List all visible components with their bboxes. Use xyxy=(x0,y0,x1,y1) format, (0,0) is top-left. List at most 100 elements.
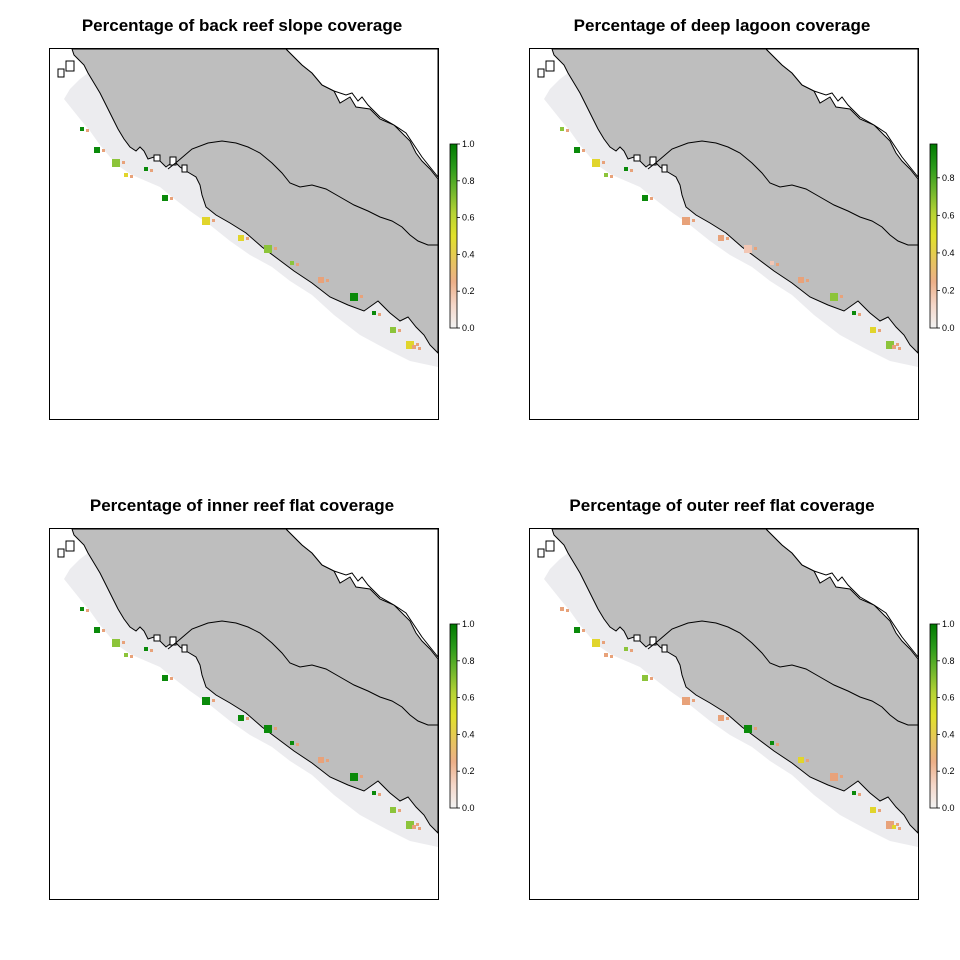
legend-tick-label: 0.2 xyxy=(942,766,955,776)
legend-tick-label: 0.0 xyxy=(462,323,475,333)
legend-bar xyxy=(449,623,458,809)
coverage-cell xyxy=(840,775,843,778)
coverage-cell xyxy=(130,175,133,178)
coverage-cell xyxy=(274,727,277,730)
coverage-cell xyxy=(610,175,613,178)
coast-inlet xyxy=(537,68,545,78)
reef-zone xyxy=(544,73,918,367)
coverage-cell xyxy=(602,641,605,644)
coverage-cell xyxy=(212,699,215,702)
map-panel-deep-lagoon: Percentage of deep lagoon coverage 0.0 0.… xyxy=(480,0,960,480)
legend-tick-label: 0.6 xyxy=(942,210,955,220)
boundary-line xyxy=(167,140,438,246)
boundary-line xyxy=(647,140,918,246)
coast-inlet xyxy=(661,644,668,653)
coast-inlet xyxy=(57,548,65,558)
coverage-cell xyxy=(412,345,416,349)
coverage-cell xyxy=(418,827,421,830)
legend-tick-label: 0.2 xyxy=(462,286,475,296)
landmass xyxy=(71,529,438,834)
coverage-map xyxy=(57,49,438,367)
coverage-cell xyxy=(80,127,84,131)
coverage-cell xyxy=(238,715,244,721)
coverage-cell xyxy=(754,727,757,730)
coverage-cell xyxy=(390,807,396,813)
landmass xyxy=(551,49,918,354)
coverage-cell xyxy=(86,129,89,132)
legend-tick-label: 0.4 xyxy=(942,248,955,258)
reef-zone xyxy=(64,553,438,847)
coverage-cell xyxy=(416,343,419,346)
coverage-cell xyxy=(566,609,569,612)
landmass xyxy=(71,49,438,354)
coast-inlet xyxy=(65,540,75,552)
map-frame xyxy=(49,48,439,420)
coverage-cell xyxy=(776,743,779,746)
open-sea xyxy=(765,529,918,658)
coverage-cell xyxy=(886,821,894,829)
coverage-cell xyxy=(770,261,774,265)
coverage-cell xyxy=(744,725,752,733)
coverage-cell xyxy=(624,167,628,171)
coverage-cell xyxy=(326,279,329,282)
coast-inlet xyxy=(65,60,75,72)
legend-tick-label: 0.4 xyxy=(942,729,955,739)
coverage-cell xyxy=(144,647,148,651)
coverage-cell xyxy=(582,629,585,632)
coverage-cell xyxy=(290,261,294,265)
map-panel-outer-reef-flat: Percentage of outer reef flat coverage 0… xyxy=(480,480,960,960)
coverage-cell xyxy=(264,245,272,253)
coverage-cell xyxy=(806,279,809,282)
coverage-cell xyxy=(630,649,633,652)
coast-inlet xyxy=(57,68,65,78)
legend-tick-label: 0.2 xyxy=(942,285,955,295)
coverage-cell xyxy=(326,759,329,762)
coverage-cell xyxy=(360,295,363,298)
coverage-cell xyxy=(886,341,894,349)
color-legend: 0.0 0.2 0.4 0.6 0.8 1.0 xyxy=(449,139,490,333)
coverage-cell xyxy=(852,791,856,795)
coverage-cell xyxy=(852,311,856,315)
legend-tick-label: 1.0 xyxy=(462,139,475,149)
coverage-cell xyxy=(150,169,153,172)
coverage-cell xyxy=(406,341,414,349)
coverage-cell xyxy=(604,653,608,657)
coast-inlet xyxy=(181,164,188,173)
coverage-cell xyxy=(592,639,600,647)
coverage-cell xyxy=(290,741,294,745)
coverage-cell xyxy=(604,173,608,177)
coverage-cell xyxy=(878,329,881,332)
legend-tick-label: 0.6 xyxy=(462,213,475,223)
coverage-cell xyxy=(726,237,729,240)
coverage-cell xyxy=(898,347,901,350)
coverage-cell xyxy=(112,639,120,647)
coverage-cell xyxy=(170,197,173,200)
map-frame xyxy=(529,528,919,900)
coverage-cell xyxy=(858,313,861,316)
coverage-cell xyxy=(112,159,120,167)
coverage-cell xyxy=(858,793,861,796)
coast-inlet xyxy=(545,60,555,72)
coverage-cell xyxy=(560,607,564,611)
coverage-cell xyxy=(80,607,84,611)
legend-tick-label: 0.8 xyxy=(462,176,475,186)
coverage-cell xyxy=(754,247,757,250)
legend-colorbar: 0.0 0.2 0.4 0.6 0.8 1.0 xyxy=(929,619,955,813)
coverage-cell xyxy=(798,757,804,763)
coverage-cell xyxy=(102,629,105,632)
coverage-cell xyxy=(682,697,690,705)
coverage-cell xyxy=(350,773,358,781)
coverage-cell xyxy=(296,263,299,266)
coast-inlet xyxy=(633,634,641,642)
legend-tick-label: 0.0 xyxy=(942,323,955,333)
reef-zone xyxy=(544,553,918,847)
coast-inlet xyxy=(661,164,668,173)
legend-bar xyxy=(449,143,458,329)
legend-colorbar: 0.0 0.2 0.4 0.6 0.8 xyxy=(929,143,955,333)
coverage-cell xyxy=(412,825,416,829)
legend-tick-label: 0.6 xyxy=(462,693,475,703)
coverage-cell xyxy=(624,647,628,651)
panel-title: Percentage of inner reef flat coverage xyxy=(89,496,395,515)
coverage-cell xyxy=(170,677,173,680)
coverage-cell xyxy=(892,825,896,829)
